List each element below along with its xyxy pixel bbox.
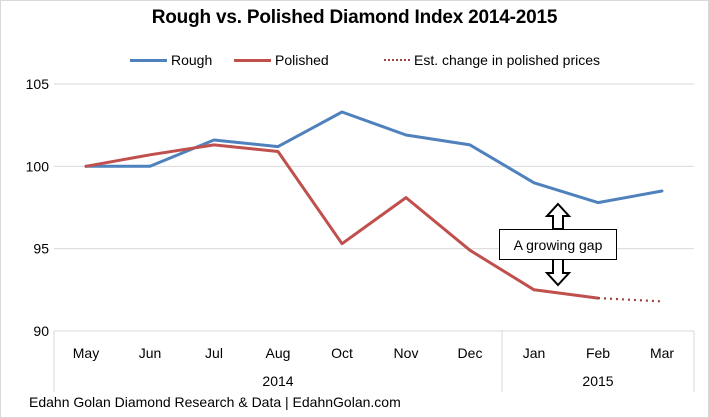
series-line-polished: [84, 143, 600, 300]
y-tick-label: 90: [33, 323, 49, 339]
y-tick-label: 95: [33, 241, 49, 257]
chart-title: Rough vs. Polished Diamond Index 2014-20…: [151, 7, 558, 28]
legend-item-rough: Rough: [130, 50, 212, 70]
x-tick-label-dec: Dec: [458, 345, 483, 361]
legend-item-polished: Polished: [234, 50, 329, 70]
x-tick-label-jul: Jul: [205, 345, 223, 361]
x-tick-label-jun: Jun: [139, 345, 162, 361]
x-tick-label-feb: Feb: [586, 345, 610, 361]
y-tick-label: 105: [26, 76, 50, 92]
series-line-rough: [84, 110, 664, 205]
y-tick-label: 100: [26, 158, 50, 174]
legend-swatch-estimate: [384, 59, 410, 61]
x-tick-label-nov: Nov: [394, 345, 419, 361]
arrow-up-icon: [544, 202, 572, 230]
x-tick-label-jan: Jan: [523, 345, 546, 361]
x-tick-label-aug: Aug: [266, 345, 291, 361]
x-group-label-2014: 2014: [262, 373, 293, 389]
legend: Rough Polished Est. change in polished p…: [0, 50, 709, 70]
legend-swatch-polished: [234, 58, 271, 62]
arrow-down-icon: [544, 258, 572, 287]
x-tick-label-mar: Mar: [650, 345, 674, 361]
series-line-est-change-in-polished-prices: [597, 297, 663, 303]
x-tick-label-oct: Oct: [331, 345, 353, 361]
x-tick-label-may: May: [73, 345, 99, 361]
legend-swatch-rough: [130, 58, 167, 62]
footer-credit: Edahn Golan Diamond Research & Data | Ed…: [29, 394, 401, 410]
legend-item-estimate: Est. change in polished prices: [384, 50, 600, 70]
x-group-label-2015: 2015: [582, 373, 613, 389]
legend-label-rough: Rough: [171, 52, 213, 68]
legend-label-estimate: Est. change in polished prices: [414, 52, 600, 68]
annotation-growing-gap: A growing gap: [499, 229, 617, 260]
legend-label-polished: Polished: [275, 52, 329, 68]
